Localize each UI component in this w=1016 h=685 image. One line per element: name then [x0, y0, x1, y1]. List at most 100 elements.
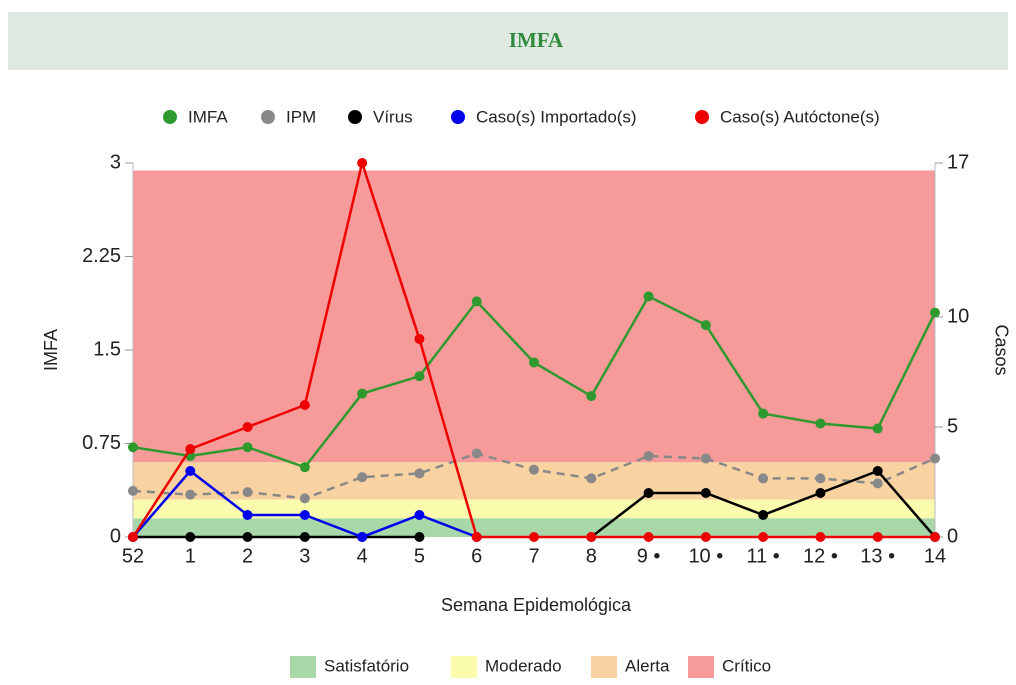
point — [414, 468, 425, 479]
x-tick-label: 3 — [299, 545, 310, 567]
point — [815, 488, 826, 498]
x-tick-label: 10 • — [688, 545, 723, 567]
x-tick-label: 4 — [357, 545, 368, 567]
legend-label: Caso(s) Autóctone(s) — [720, 107, 880, 126]
legend-label: Vírus — [373, 107, 413, 126]
point — [242, 487, 253, 498]
point — [471, 532, 482, 542]
point — [930, 453, 940, 464]
point — [930, 532, 940, 542]
band-legend-swatch — [688, 656, 714, 678]
band — [133, 170, 935, 463]
x-tick-label: 11 • — [746, 545, 779, 567]
point — [758, 532, 769, 542]
point — [299, 400, 310, 410]
point — [643, 488, 654, 498]
legend-marker — [163, 110, 177, 124]
point — [185, 489, 196, 500]
point — [700, 532, 711, 542]
legend-label: IPM — [286, 107, 316, 126]
point — [471, 448, 482, 459]
point — [128, 532, 138, 542]
y2-tick-label: 10 — [947, 305, 969, 327]
band-legend-label: Satisfatório — [324, 656, 409, 675]
x-tick-label: 5 — [414, 545, 425, 567]
point — [529, 357, 539, 368]
point — [586, 473, 597, 484]
point — [357, 388, 368, 399]
band-legend-swatch — [451, 656, 477, 678]
point — [586, 391, 597, 402]
point — [185, 466, 196, 476]
y-tick-label: 3 — [110, 151, 121, 173]
point — [643, 532, 654, 542]
band-legend-label: Alerta — [625, 656, 670, 675]
point — [299, 462, 310, 473]
y2-tick-label: 17 — [947, 151, 969, 173]
x-tick-label: 13 • — [860, 545, 895, 567]
y-axis-title: IMFA — [41, 329, 61, 371]
point — [815, 473, 826, 484]
y2-tick-label: 5 — [947, 415, 958, 437]
legend-marker — [695, 110, 709, 124]
x-axis-title: Semana Epidemológica — [441, 595, 632, 615]
point — [242, 442, 253, 453]
y-tick-label: 2.25 — [82, 245, 121, 267]
point — [128, 485, 138, 496]
point — [357, 158, 368, 168]
y2-tick-label: 0 — [947, 525, 958, 547]
chart-title: IMFA — [509, 28, 564, 52]
y-tick-label: 0 — [110, 525, 121, 547]
legend-marker — [348, 110, 362, 124]
legend-marker — [261, 110, 275, 124]
x-tick-label: 7 — [528, 545, 539, 567]
band-legend-label: Crítico — [722, 656, 771, 675]
x-tick-label: 1 — [185, 545, 196, 567]
point — [872, 423, 883, 434]
point — [128, 442, 138, 453]
point — [815, 418, 826, 429]
point — [758, 510, 769, 520]
point — [872, 466, 883, 476]
x-tick-label: 2 — [242, 545, 253, 567]
point — [529, 532, 539, 542]
point — [357, 532, 368, 542]
y-tick-label: 1.5 — [93, 338, 121, 360]
x-tick-label: 14 — [924, 545, 946, 567]
legend-label: Caso(s) Importado(s) — [476, 107, 637, 126]
legend-label: IMFA — [188, 107, 228, 126]
point — [414, 371, 425, 382]
x-tick-label: 9 • — [637, 545, 661, 567]
point — [414, 532, 425, 542]
point — [586, 532, 597, 542]
point — [357, 472, 368, 483]
point — [299, 510, 310, 520]
point — [529, 464, 539, 475]
point — [414, 510, 425, 520]
point — [815, 532, 826, 542]
y2-axis-title: Casos — [991, 324, 1011, 375]
x-tick-label: 8 — [586, 545, 597, 567]
point — [872, 532, 883, 542]
point — [643, 450, 654, 461]
x-tick-label: 6 — [471, 545, 482, 567]
point — [700, 320, 711, 331]
point — [643, 291, 654, 302]
point — [758, 473, 769, 484]
point — [872, 478, 883, 489]
x-tick-label: 12 • — [803, 545, 838, 567]
point — [242, 510, 253, 520]
point — [242, 422, 253, 432]
point — [930, 307, 940, 318]
legend-marker — [451, 110, 465, 124]
band-legend-swatch — [591, 656, 617, 678]
point — [758, 408, 769, 419]
point — [299, 493, 310, 504]
y-tick-label: 0.75 — [82, 432, 121, 454]
point — [414, 334, 425, 344]
point — [185, 532, 196, 542]
point — [700, 488, 711, 498]
band-legend-swatch — [290, 656, 316, 678]
point — [471, 296, 482, 307]
